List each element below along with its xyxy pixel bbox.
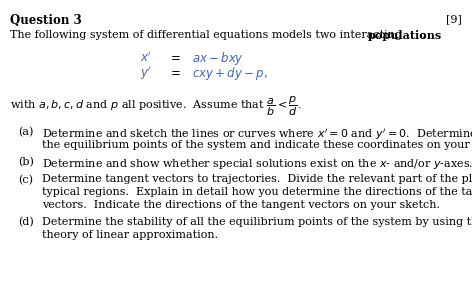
Text: Determine the stability of all the equilibrium points of the system by using the: Determine the stability of all the equil… <box>42 217 472 227</box>
Text: Determine and show whether special solutions exist on the $x$- and/or $y$-axes.: Determine and show whether special solut… <box>42 157 472 171</box>
Text: (d): (d) <box>18 217 34 227</box>
Text: (c): (c) <box>18 175 33 185</box>
Text: typical regions.  Explain in detail how you determine the directions of the tang: typical regions. Explain in detail how y… <box>42 187 472 197</box>
Text: populations: populations <box>368 30 442 41</box>
Text: (a): (a) <box>18 127 34 137</box>
Text: vectors.  Indicate the directions of the tangent vectors on your sketch.: vectors. Indicate the directions of the … <box>42 199 440 209</box>
Text: Determine and sketch the lines or curves where $x' = 0$ and $y' = 0$.  Determine: Determine and sketch the lines or curves… <box>42 127 472 142</box>
Text: $x'$: $x'$ <box>140 50 152 65</box>
Text: $cxy + dy - p,$: $cxy + dy - p,$ <box>192 65 268 82</box>
Text: (b): (b) <box>18 157 34 167</box>
Text: the equilibrium points of the system and indicate these coordinates on your sket: the equilibrium points of the system and… <box>42 140 472 150</box>
Text: with $a, b, c, d$ and $p$ all positive.  Assume that $\dfrac{a}{b} < \dfrac{p}{d: with $a, b, c, d$ and $p$ all positive. … <box>10 95 302 119</box>
Text: theory of linear approximation.: theory of linear approximation. <box>42 230 218 240</box>
Text: :: : <box>422 30 426 40</box>
Text: Question 3: Question 3 <box>10 14 82 27</box>
Text: Determine tangent vectors to trajectories.  Divide the relevant part of the plan: Determine tangent vectors to trajectorie… <box>42 175 472 184</box>
Text: $=$: $=$ <box>168 50 181 63</box>
Text: $y'$: $y'$ <box>140 65 152 83</box>
Text: $ax - bxy$: $ax - bxy$ <box>192 50 244 67</box>
Text: $=$: $=$ <box>168 65 181 78</box>
Text: The following system of differential equations models two interacting: The following system of differential equ… <box>10 30 405 40</box>
Text: [9]: [9] <box>446 14 462 24</box>
